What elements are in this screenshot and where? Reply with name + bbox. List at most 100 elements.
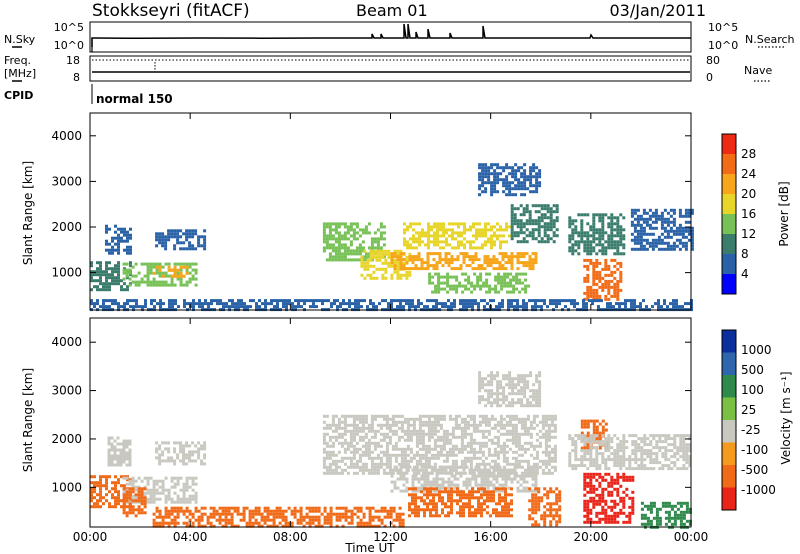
data-cell: [523, 377, 527, 381]
data-cell: [690, 208, 694, 212]
data-cell: [616, 279, 620, 283]
data-cell: [601, 440, 605, 444]
data-cell: [192, 299, 195, 303]
data-cell: [604, 508, 608, 512]
data-cell: [582, 305, 585, 309]
data-cell: [176, 268, 180, 272]
data-cell: [441, 490, 444, 494]
data-cell: [475, 450, 479, 454]
data-cell: [418, 432, 422, 436]
data-cell: [642, 229, 646, 233]
data-cell: [438, 468, 442, 472]
data-cell: [465, 480, 469, 484]
data-cell: [687, 211, 691, 215]
data-cell: [372, 252, 376, 256]
data-cell: [325, 465, 329, 469]
data-cell: [406, 243, 409, 247]
data-cell: [352, 231, 356, 235]
data-cell: [672, 229, 676, 233]
data-cell: [116, 454, 120, 458]
data-cell: [520, 401, 524, 405]
data-cell: [535, 432, 539, 436]
data-cell: [363, 276, 367, 280]
data-cell: [580, 219, 584, 223]
data-cell: [340, 255, 344, 259]
data-cell: [258, 305, 261, 309]
data-cell: [549, 210, 553, 214]
data-cell: [366, 261, 370, 265]
data-cell: [120, 227, 123, 231]
data-cell: [364, 447, 368, 451]
data-cell: [478, 163, 482, 167]
data-cell: [616, 240, 620, 244]
data-cell: [194, 271, 198, 275]
data-cell: [346, 252, 350, 256]
data-cell: [511, 392, 515, 396]
nsearch-label: N.Search: [745, 33, 795, 46]
data-cell: [538, 398, 542, 402]
data-cell: [507, 505, 510, 509]
data-cell: [639, 217, 643, 221]
data-cell: [258, 299, 261, 303]
data-cell: [105, 276, 108, 280]
data-cell: [640, 449, 644, 453]
data-cell: [435, 264, 439, 268]
data-cell: [155, 488, 159, 492]
data-cell: [134, 508, 138, 512]
data-cell: [622, 216, 626, 220]
data-cell: [358, 234, 362, 238]
data-cell: [501, 258, 505, 262]
data-cell: [358, 438, 362, 442]
data-cell: [420, 465, 424, 469]
data-cell: [633, 302, 636, 306]
data-cell: [285, 302, 288, 306]
data-cell: [598, 502, 602, 506]
data-cell: [528, 465, 532, 469]
data-cell: [583, 231, 587, 235]
data-cell: [484, 462, 488, 466]
data-cell: [352, 453, 356, 457]
data-cell: [477, 511, 480, 515]
data-cell: [456, 471, 460, 475]
data-cell: [153, 305, 156, 309]
data-cell: [540, 299, 543, 303]
data-cell: [484, 163, 488, 167]
data-cell: [264, 305, 267, 309]
data-cell: [619, 446, 623, 450]
data-cell: [170, 235, 174, 239]
data-cell: [342, 299, 345, 303]
data-cell: [552, 299, 555, 303]
data-cell: [450, 468, 454, 472]
data-cell: [583, 446, 587, 450]
data-cell: [191, 247, 195, 251]
data-cell: [325, 468, 329, 472]
data-cell: [361, 426, 365, 430]
data-cell: [610, 520, 614, 524]
data-cell: [598, 249, 602, 253]
data-cell: [613, 502, 617, 506]
data-cell: [592, 505, 596, 509]
data-cell: [515, 272, 519, 276]
data-cell: [592, 419, 596, 423]
data-cell: [447, 483, 451, 487]
data-cell: [583, 419, 587, 423]
data-cell: [433, 441, 437, 445]
data-cell: [543, 493, 547, 497]
data-cell: [464, 272, 468, 276]
data-cell: [553, 423, 557, 427]
data-cell: [499, 240, 502, 244]
data-cell: [369, 258, 373, 262]
data-cell: [502, 386, 506, 390]
data-cell: [582, 299, 585, 303]
data-cell: [472, 438, 476, 442]
data-cell: [358, 246, 362, 250]
data-cell: [99, 496, 102, 500]
data-cell: [537, 219, 541, 223]
data-cell: [337, 240, 341, 244]
data-cell: [494, 287, 498, 291]
data-cell: [507, 305, 510, 309]
data-cell: [459, 264, 463, 268]
data-cell: [340, 246, 344, 250]
data-cell: [364, 462, 368, 466]
data-cell: [508, 371, 512, 375]
